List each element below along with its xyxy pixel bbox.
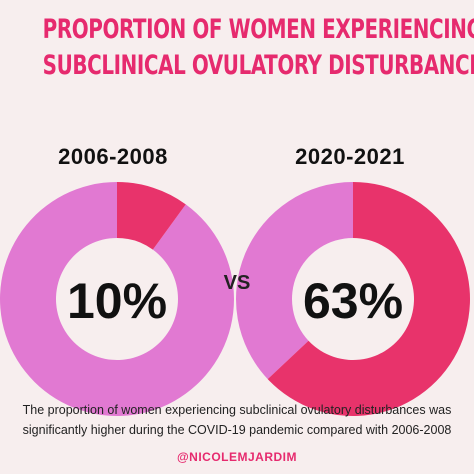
donut-slice-remainder	[236, 182, 353, 380]
donut-chart-right: 63%	[236, 182, 470, 416]
author-handle: @NICOLEMJARDIM	[176, 450, 298, 464]
period-label-left: 2006-2008	[58, 144, 168, 169]
donut-center-label: 10%	[67, 273, 167, 329]
donut-slice-value	[117, 182, 186, 250]
donut-slice-remainder	[0, 182, 234, 416]
caption-text: The proportion of women experiencing sub…	[22, 403, 452, 437]
chart-title: PROPORTION OF WOMEN EXPERIENCING SUBCLIN…	[42, 12, 474, 84]
donut-slice-value	[267, 182, 470, 416]
title-line-2: SUBCLINICAL OVULATORY DISTURBANCES	[42, 50, 474, 81]
donut-chart-left: 10%	[0, 182, 234, 416]
vs-label: VS	[223, 272, 251, 294]
period-label-right: 2020-2021	[295, 144, 405, 169]
title-line-1: PROPORTION OF WOMEN EXPERIENCING	[42, 14, 474, 45]
donut-center-label: 63%	[303, 273, 403, 329]
